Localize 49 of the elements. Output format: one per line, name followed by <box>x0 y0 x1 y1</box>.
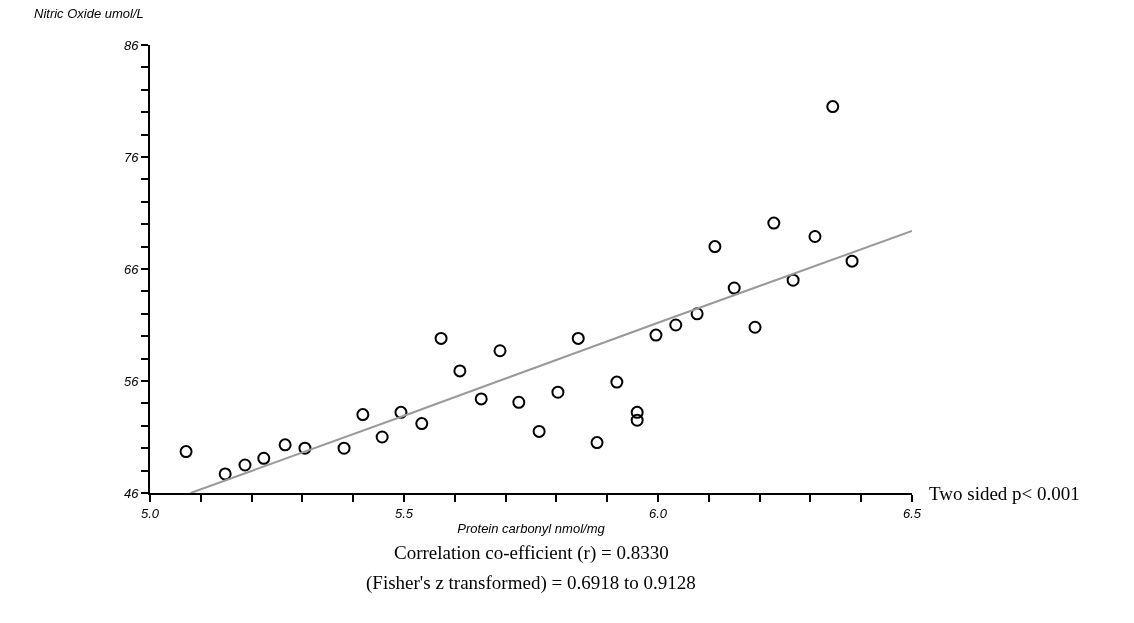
text: Correlation co-efficient (r) = 0.8330 <box>394 542 669 564</box>
point <box>786 273 800 287</box>
point <box>474 392 488 406</box>
y-tick-label: 76 <box>123 149 140 165</box>
point <box>532 424 546 438</box>
point <box>669 318 683 332</box>
y-tick-label: 66 <box>123 261 140 277</box>
point <box>415 417 429 431</box>
x-tick-label: 6.0 <box>648 505 668 521</box>
point <box>808 230 822 244</box>
point <box>845 254 859 268</box>
point <box>630 405 644 419</box>
point <box>218 467 232 481</box>
point <box>238 458 252 472</box>
point <box>375 430 389 444</box>
point <box>337 441 351 455</box>
x-axis-title: Protein carbonyl nmol/mg <box>457 520 606 536</box>
x-tick-label: 6.5 <box>902 505 922 521</box>
point <box>690 307 704 321</box>
point <box>727 281 741 295</box>
point <box>826 100 840 114</box>
point <box>767 216 781 230</box>
y-tick-label: 86 <box>123 37 140 53</box>
x-tick-label: 5.5 <box>394 505 414 521</box>
point <box>512 395 526 409</box>
y-tick-label: 56 <box>123 373 140 389</box>
x-tick-label: 5.0 <box>140 505 160 521</box>
point <box>748 320 762 334</box>
point <box>453 364 467 378</box>
text: (Fisher's z transformed) = 0.6918 to 0.9128 <box>366 572 696 594</box>
point <box>434 331 448 345</box>
point <box>257 451 271 465</box>
point <box>394 405 408 419</box>
point <box>493 344 507 358</box>
y-tick-label: 46 <box>123 485 140 501</box>
point <box>649 328 663 342</box>
point <box>708 240 722 254</box>
y-axis-title: Nitric Oxide umol/L <box>34 6 144 21</box>
line-series <box>189 229 912 493</box>
point <box>179 445 193 459</box>
point <box>630 413 644 427</box>
point <box>278 438 292 452</box>
point <box>590 436 604 450</box>
point <box>551 385 565 399</box>
point <box>571 331 585 345</box>
point <box>610 375 624 389</box>
point <box>298 441 312 455</box>
text: Two sided p< 0.001 <box>929 483 1080 504</box>
point <box>356 408 370 422</box>
